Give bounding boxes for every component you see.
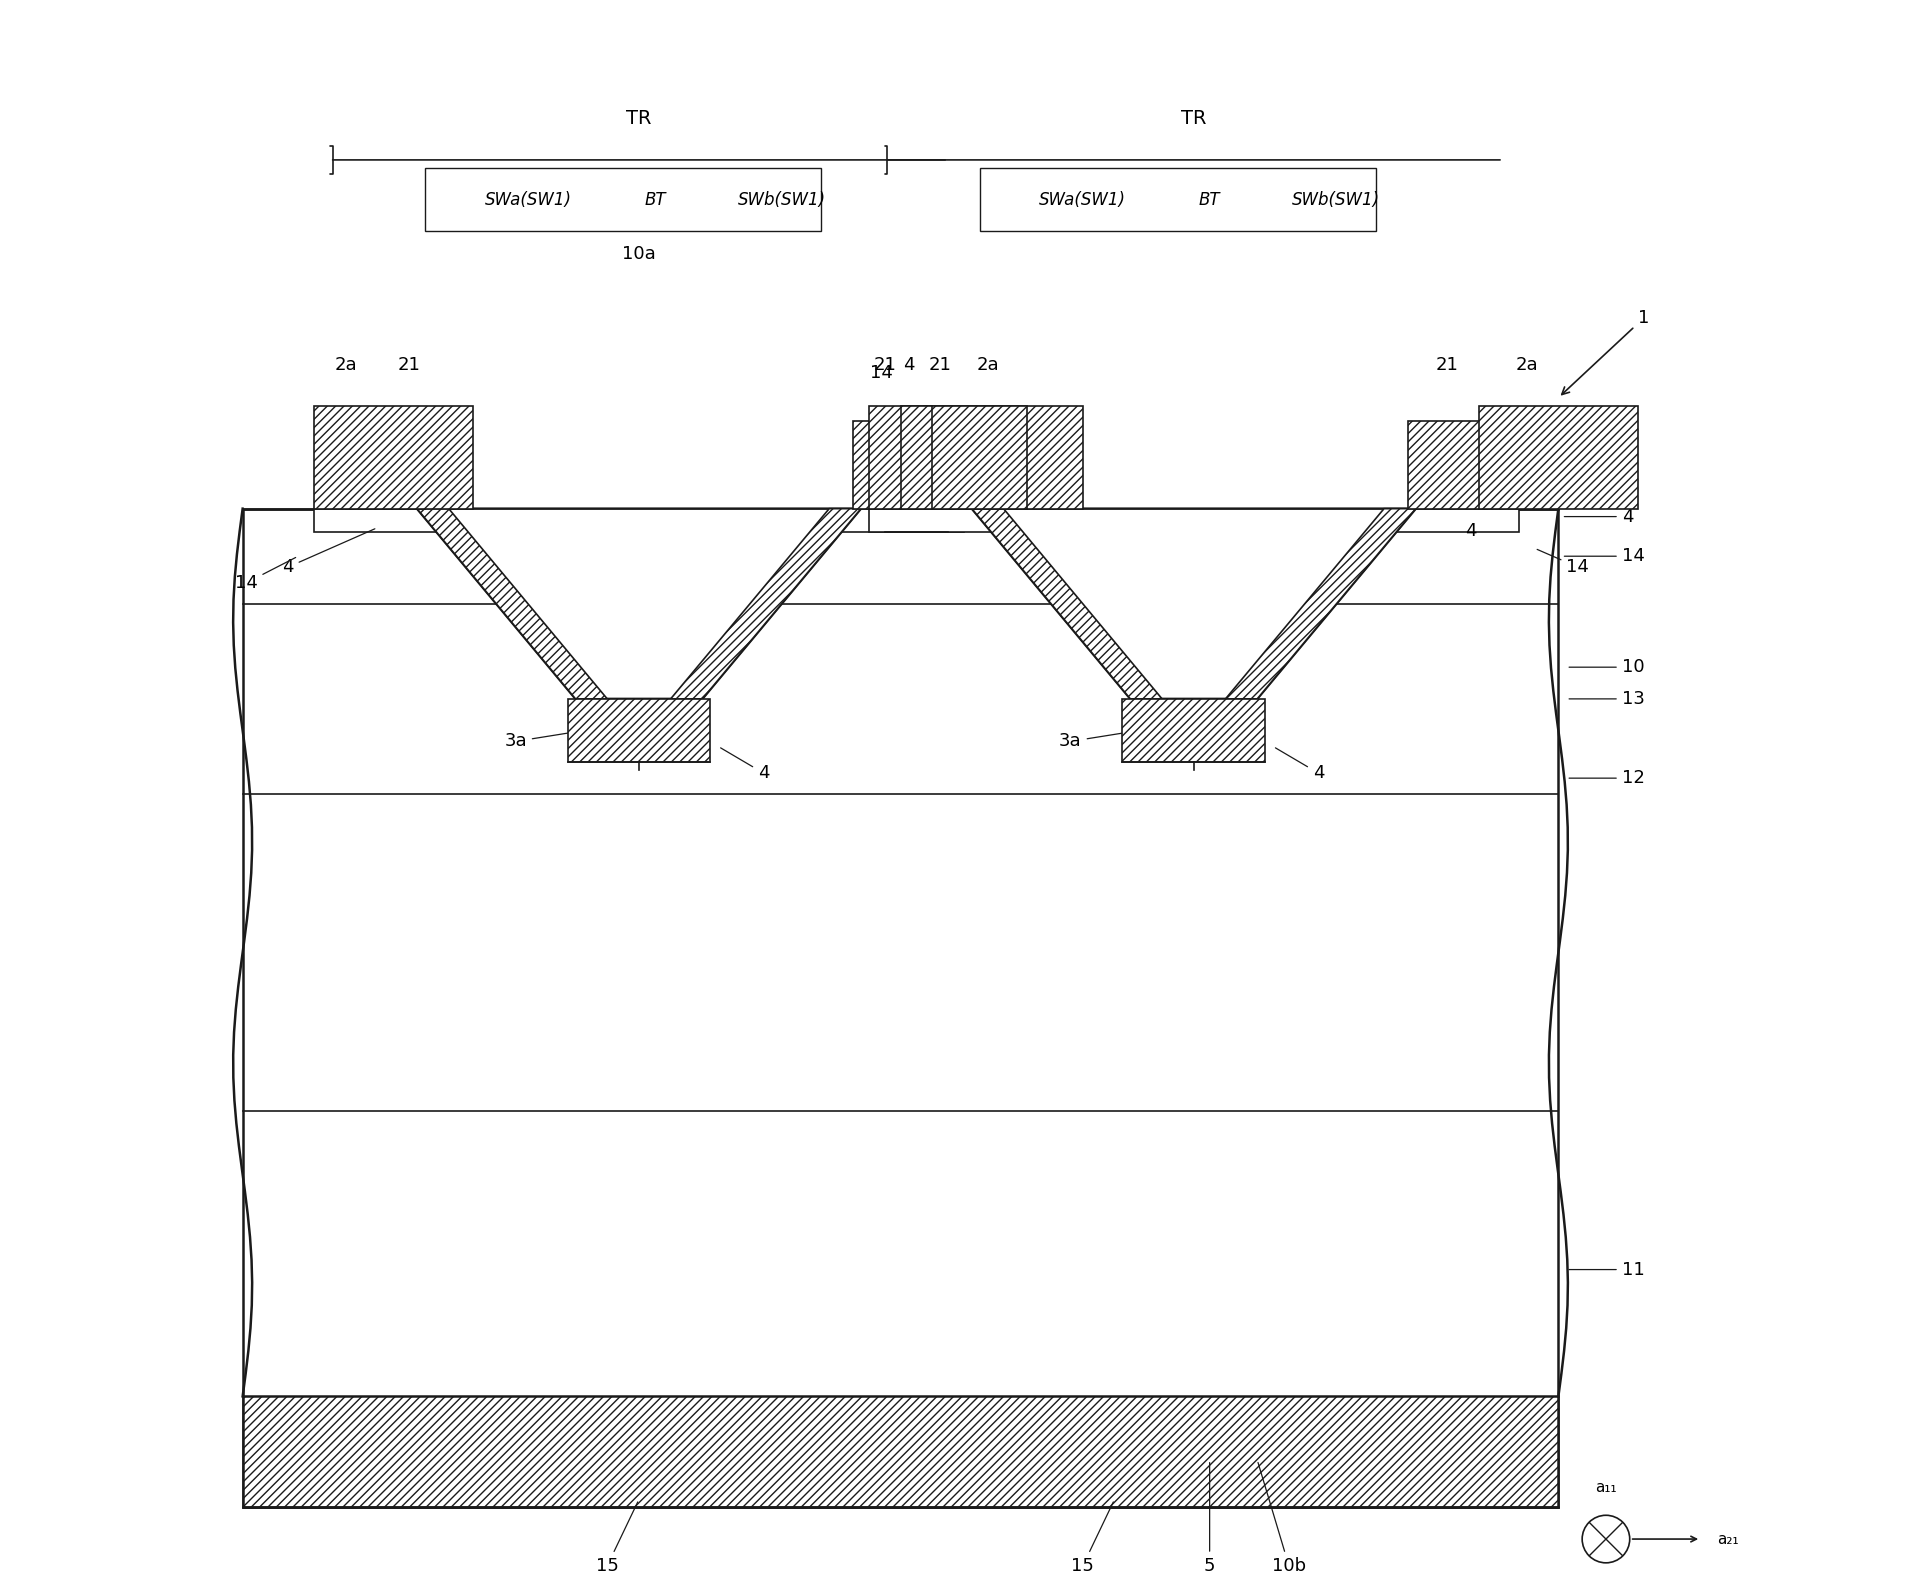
Text: 12: 12 xyxy=(1570,769,1644,788)
Text: 4: 4 xyxy=(1465,522,1476,540)
Text: 5: 5 xyxy=(1205,1463,1216,1575)
Bar xyxy=(1407,421,1488,508)
Text: TR: TR xyxy=(627,110,652,129)
Text: 4: 4 xyxy=(1275,748,1325,783)
Text: 4: 4 xyxy=(721,748,769,783)
Bar xyxy=(868,508,1518,532)
Text: 21: 21 xyxy=(1436,356,1459,373)
Text: 21: 21 xyxy=(398,356,421,373)
Text: BT: BT xyxy=(1199,191,1220,208)
Text: 13: 13 xyxy=(1570,689,1644,708)
Text: 21: 21 xyxy=(929,356,952,373)
Text: 14: 14 xyxy=(235,557,296,592)
Text: 4: 4 xyxy=(283,529,375,576)
Text: SWa(SW1): SWa(SW1) xyxy=(1040,191,1126,208)
Polygon shape xyxy=(417,508,860,699)
Bar xyxy=(568,699,709,762)
Text: 15: 15 xyxy=(1071,1502,1113,1575)
Bar xyxy=(1122,699,1266,762)
Text: 14: 14 xyxy=(1564,548,1644,565)
Polygon shape xyxy=(417,508,608,699)
Polygon shape xyxy=(971,508,1415,699)
Text: 15: 15 xyxy=(597,1502,639,1575)
Text: 3a: 3a xyxy=(505,730,581,751)
Text: 11: 11 xyxy=(1570,1261,1644,1278)
Bar xyxy=(314,405,472,508)
Text: SWa(SW1): SWa(SW1) xyxy=(484,191,572,208)
Bar xyxy=(923,405,1082,508)
Bar xyxy=(979,168,1377,232)
Text: 4: 4 xyxy=(902,356,914,373)
Text: 1: 1 xyxy=(1562,310,1648,394)
Polygon shape xyxy=(671,508,860,699)
Polygon shape xyxy=(1226,508,1415,699)
Bar xyxy=(424,168,822,232)
Text: 10a: 10a xyxy=(621,245,656,264)
Text: 4: 4 xyxy=(1564,508,1633,526)
Text: a₂₁: a₂₁ xyxy=(1717,1531,1738,1547)
Bar xyxy=(243,508,1558,1507)
Bar xyxy=(314,508,964,532)
Text: TR: TR xyxy=(1182,110,1206,129)
Polygon shape xyxy=(971,508,1162,699)
Bar xyxy=(901,421,979,508)
Text: 10: 10 xyxy=(1570,657,1644,676)
Bar xyxy=(853,421,933,508)
Bar xyxy=(901,405,933,508)
Bar xyxy=(243,1396,1558,1507)
Text: 10b: 10b xyxy=(1258,1463,1306,1575)
Text: BT: BT xyxy=(644,191,665,208)
Text: a₁₁: a₁₁ xyxy=(1595,1480,1618,1494)
Text: 21: 21 xyxy=(874,356,897,373)
Bar xyxy=(1480,405,1639,508)
Bar xyxy=(868,405,1027,508)
Text: 3a: 3a xyxy=(1059,730,1136,751)
Text: SWb(SW1): SWb(SW1) xyxy=(738,191,826,208)
Text: 2a: 2a xyxy=(335,356,358,373)
Text: 14: 14 xyxy=(1537,549,1589,576)
Text: 14: 14 xyxy=(870,364,893,381)
Text: 2a: 2a xyxy=(977,356,998,373)
Bar xyxy=(346,421,424,508)
Text: 2a: 2a xyxy=(1516,356,1537,373)
Text: SWb(SW1): SWb(SW1) xyxy=(1293,191,1380,208)
